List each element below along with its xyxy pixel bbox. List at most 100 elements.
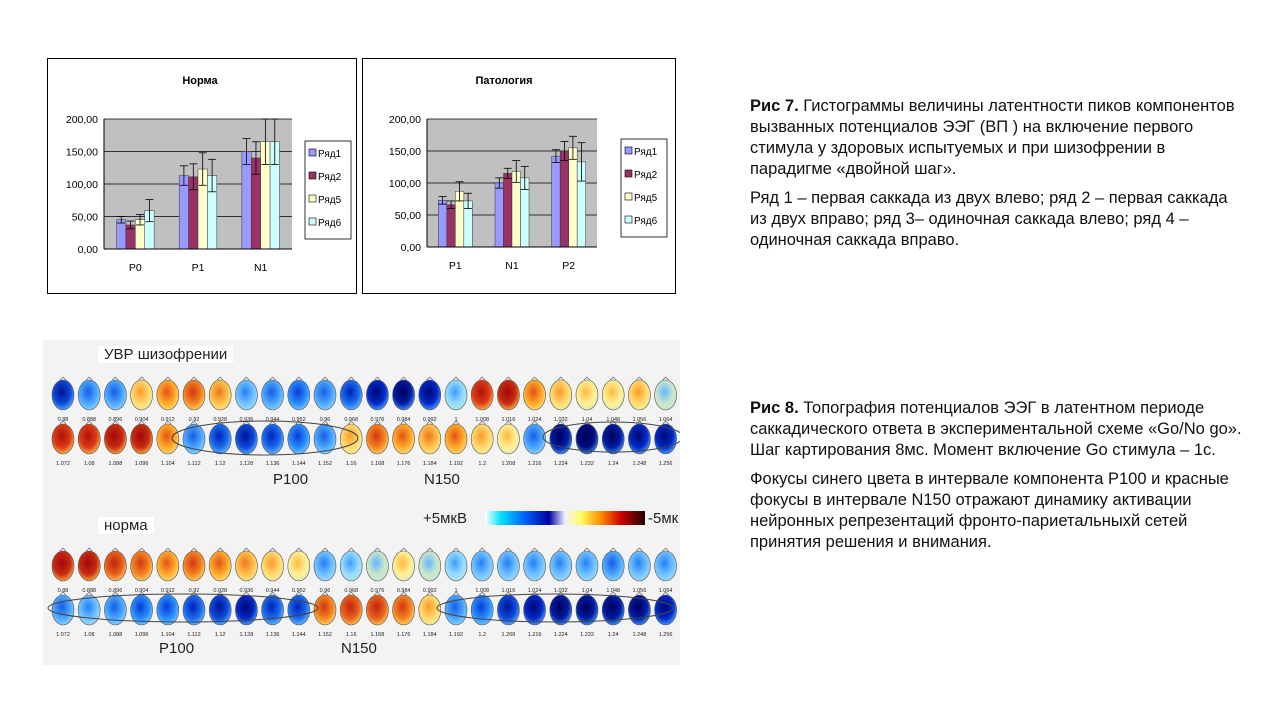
time-label: 1.232 bbox=[580, 632, 594, 638]
time-label: 1.216 bbox=[528, 632, 542, 638]
legend-swatch bbox=[308, 194, 317, 203]
topo-nose bbox=[164, 376, 172, 381]
figure-8-caption: Рис 8. Топография потенциалов ЭЭГ в лате… bbox=[750, 398, 1245, 561]
time-label: 1.04 bbox=[582, 417, 593, 423]
color-scale-bar bbox=[485, 511, 645, 525]
bar bbox=[241, 151, 252, 250]
topo-head bbox=[654, 423, 677, 455]
topo-nose bbox=[400, 591, 407, 596]
time-label: 1.2 bbox=[478, 461, 486, 467]
time-label: 1.224 bbox=[554, 632, 568, 638]
topo-nose bbox=[243, 591, 250, 596]
legend-label: Ряд5 bbox=[634, 193, 658, 204]
topo-head bbox=[104, 423, 127, 455]
time-label: 1.168 bbox=[371, 461, 385, 467]
time-label: 0.912 bbox=[161, 417, 175, 423]
time-label: 1.192 bbox=[449, 461, 463, 467]
legend-label: Ряд5 bbox=[318, 195, 342, 206]
topo-nose bbox=[216, 376, 224, 381]
time-label: 1.232 bbox=[580, 461, 594, 467]
time-label: 0.992 bbox=[423, 588, 437, 594]
x-tick-label: N1 bbox=[254, 262, 268, 274]
time-label: 0.936 bbox=[240, 588, 254, 594]
topo-head bbox=[51, 594, 75, 626]
time-label: 1.248 bbox=[633, 632, 647, 638]
topo-head bbox=[654, 379, 677, 411]
topo-head bbox=[654, 550, 677, 582]
topo-head bbox=[104, 550, 127, 582]
topo-head bbox=[51, 550, 75, 582]
time-label: 1.184 bbox=[423, 632, 437, 638]
topo-head bbox=[77, 379, 101, 411]
topography-svg: 0.88 0.888 0.896 0.904 0.912 0.92 0.928 0.936 0.… bbox=[47, 376, 680, 638]
topo-nose bbox=[636, 591, 643, 596]
topo-head bbox=[366, 594, 389, 626]
time-label: 1.016 bbox=[502, 417, 516, 423]
topo-nose bbox=[347, 376, 355, 381]
topo-nose bbox=[347, 420, 355, 425]
bar bbox=[446, 204, 456, 248]
topo-nose bbox=[85, 547, 93, 552]
topo-nose bbox=[452, 420, 460, 425]
time-label: 1.136 bbox=[266, 632, 280, 638]
topo-nose bbox=[478, 591, 486, 596]
topo-nose bbox=[505, 420, 512, 425]
time-label: 0.928 bbox=[213, 588, 227, 594]
topo-nose bbox=[164, 547, 172, 552]
topo-nose bbox=[112, 420, 119, 425]
bar bbox=[503, 173, 513, 248]
topo-nose bbox=[452, 547, 460, 552]
topo-head bbox=[261, 550, 284, 582]
topo-head bbox=[392, 594, 415, 626]
chart-pathology: Патология 200,00 150,00 100,00 50,00 0,00 P1 N1… bbox=[362, 58, 676, 294]
chart-title: Норма bbox=[182, 75, 218, 87]
topo-nose bbox=[662, 420, 669, 425]
time-label: 0.888 bbox=[82, 588, 96, 594]
time-label: 1.024 bbox=[528, 417, 542, 423]
time-label: 1.176 bbox=[397, 461, 411, 467]
topo-nose bbox=[531, 547, 538, 552]
figure-7-label: Рис 7. bbox=[750, 97, 799, 115]
time-label: 1.104 bbox=[161, 632, 175, 638]
topo-nose bbox=[190, 420, 198, 425]
topo-nose bbox=[321, 376, 329, 381]
topo-head bbox=[339, 594, 363, 626]
topo-nose bbox=[636, 547, 643, 552]
time-label: 1.12 bbox=[215, 632, 226, 638]
legend-label: Ряд2 bbox=[634, 170, 658, 181]
time-label: 1.136 bbox=[266, 461, 280, 467]
bar bbox=[511, 171, 521, 248]
topo-head bbox=[130, 379, 153, 411]
time-label: 0.88 bbox=[58, 588, 69, 594]
topo-head bbox=[628, 423, 651, 455]
time-label: 1.16 bbox=[346, 632, 357, 638]
topo-nose bbox=[243, 547, 250, 552]
topo-head bbox=[104, 379, 127, 411]
chart-pathology-svg: Патология 200,00 150,00 100,00 50,00 0,00 P1 N1… bbox=[389, 75, 668, 272]
time-label: 0.952 bbox=[292, 417, 306, 423]
y-tick-label: 50,00 bbox=[72, 212, 98, 224]
topo-nose bbox=[138, 547, 145, 552]
topo-nose bbox=[190, 547, 198, 552]
y-tick-label: 0,00 bbox=[78, 244, 99, 256]
topo-head bbox=[208, 550, 232, 582]
time-label: 1.256 bbox=[659, 461, 673, 467]
time-label: 1.088 bbox=[109, 632, 123, 638]
topo-head bbox=[549, 379, 573, 411]
time-label: 1.16 bbox=[346, 461, 357, 467]
legend-swatch bbox=[624, 146, 633, 155]
time-label: 1.24 bbox=[608, 632, 619, 638]
topo-head bbox=[208, 594, 232, 626]
topo-nose bbox=[295, 420, 303, 425]
topo-head bbox=[366, 423, 389, 455]
legend-swatch bbox=[624, 215, 633, 224]
bar bbox=[559, 150, 569, 248]
figure-7-paragraph: Рис 7. Гистограммы величины латентности … bbox=[750, 96, 1240, 180]
legend-swatch bbox=[624, 169, 633, 178]
topo-head bbox=[628, 379, 651, 411]
topo-nose bbox=[478, 420, 486, 425]
scale-negative-label: -5мк bbox=[648, 510, 679, 527]
time-label: 0.944 bbox=[266, 417, 280, 423]
topo-nose bbox=[557, 420, 565, 425]
topo-head bbox=[601, 379, 625, 411]
